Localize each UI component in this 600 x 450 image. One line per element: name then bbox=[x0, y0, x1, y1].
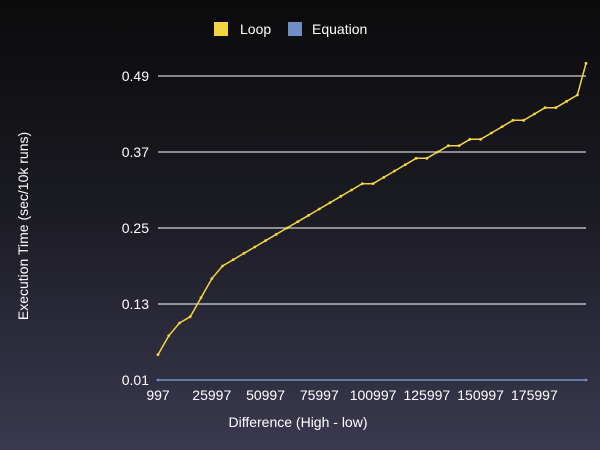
x-tick-label: 175997 bbox=[511, 387, 558, 403]
y-axis-tick-labels: 0.01 0.13 0.25 0.37 0.49 bbox=[122, 68, 149, 388]
data-point-loop bbox=[210, 277, 214, 281]
y-tick-label: 0.25 bbox=[122, 220, 149, 236]
data-point-loop bbox=[285, 226, 289, 230]
data-point-loop bbox=[317, 207, 321, 211]
data-point-loop bbox=[584, 61, 588, 65]
data-point-loop bbox=[457, 144, 461, 148]
legend-swatch-loop bbox=[214, 22, 228, 36]
legend-label-equation: Equation bbox=[312, 21, 367, 37]
x-tick-label: 100997 bbox=[350, 387, 397, 403]
y-axis-title: Execution Time (sec/10k runs) bbox=[15, 132, 31, 320]
data-point-loop bbox=[360, 182, 364, 186]
y-tick-label: 0.01 bbox=[122, 372, 149, 388]
legend-swatch-equation bbox=[288, 22, 302, 36]
data-point-loop bbox=[425, 156, 429, 160]
data-point-loop bbox=[543, 106, 547, 110]
x-tick-label: 150997 bbox=[457, 387, 504, 403]
data-point-loop bbox=[575, 93, 579, 97]
data-point-loop bbox=[468, 137, 472, 141]
data-point-loop bbox=[339, 194, 343, 198]
data-point-loop bbox=[307, 213, 310, 217]
series-layer bbox=[156, 61, 588, 382]
x-axis-tick-labels: 997 25997 50997 75997 100997 125997 150997 1759… bbox=[146, 387, 558, 403]
data-point-loop bbox=[328, 201, 332, 205]
data-point-loop bbox=[253, 245, 257, 249]
data-point-loop bbox=[479, 137, 483, 141]
data-point-loop bbox=[414, 156, 418, 160]
data-point-loop bbox=[167, 334, 171, 338]
gridlines bbox=[158, 75, 586, 381]
x-tick-label: 50997 bbox=[246, 387, 285, 403]
data-point-loop bbox=[565, 99, 569, 103]
data-point-loop bbox=[350, 188, 353, 192]
data-point-loop bbox=[231, 258, 235, 262]
legend: Loop Equation bbox=[214, 21, 367, 37]
series-line-loop bbox=[157, 63, 587, 356]
x-tick-label: 125997 bbox=[403, 387, 450, 403]
data-point-loop bbox=[403, 163, 407, 167]
x-tick-label: 75997 bbox=[300, 387, 339, 403]
data-point-loop bbox=[532, 112, 536, 116]
data-point-loop bbox=[221, 264, 224, 268]
data-point-equation bbox=[584, 378, 588, 382]
y-tick-label: 0.49 bbox=[122, 68, 149, 84]
y-tick-label: 0.37 bbox=[122, 144, 149, 160]
data-point-equation bbox=[156, 378, 160, 382]
data-point-loop bbox=[156, 353, 160, 357]
data-point-loop bbox=[500, 125, 504, 129]
data-point-loop bbox=[199, 296, 203, 300]
data-point-loop bbox=[554, 106, 558, 110]
data-point-loop bbox=[274, 232, 278, 236]
data-point-loop bbox=[242, 251, 246, 255]
data-point-loop bbox=[511, 118, 515, 122]
legend-label-loop: Loop bbox=[240, 21, 271, 37]
data-point-loop bbox=[446, 144, 450, 148]
x-axis-title: Difference (High - low) bbox=[228, 414, 367, 430]
data-point-loop bbox=[393, 169, 396, 173]
data-point-loop bbox=[296, 220, 300, 224]
plot-area: 0.01 0.13 0.25 0.37 0.49 997 25997 50997 75997 1… bbox=[122, 61, 588, 403]
data-point-loop bbox=[382, 175, 386, 179]
data-point-loop bbox=[522, 118, 526, 122]
x-tick-label: 25997 bbox=[192, 387, 231, 403]
data-point-loop bbox=[178, 321, 181, 325]
data-point-loop bbox=[188, 315, 192, 319]
data-point-loop bbox=[264, 239, 267, 243]
y-tick-label: 0.13 bbox=[122, 296, 149, 312]
x-tick-label: 997 bbox=[146, 387, 170, 403]
data-point-loop bbox=[371, 182, 375, 186]
data-point-loop bbox=[489, 131, 493, 135]
data-point-loop bbox=[436, 150, 439, 154]
